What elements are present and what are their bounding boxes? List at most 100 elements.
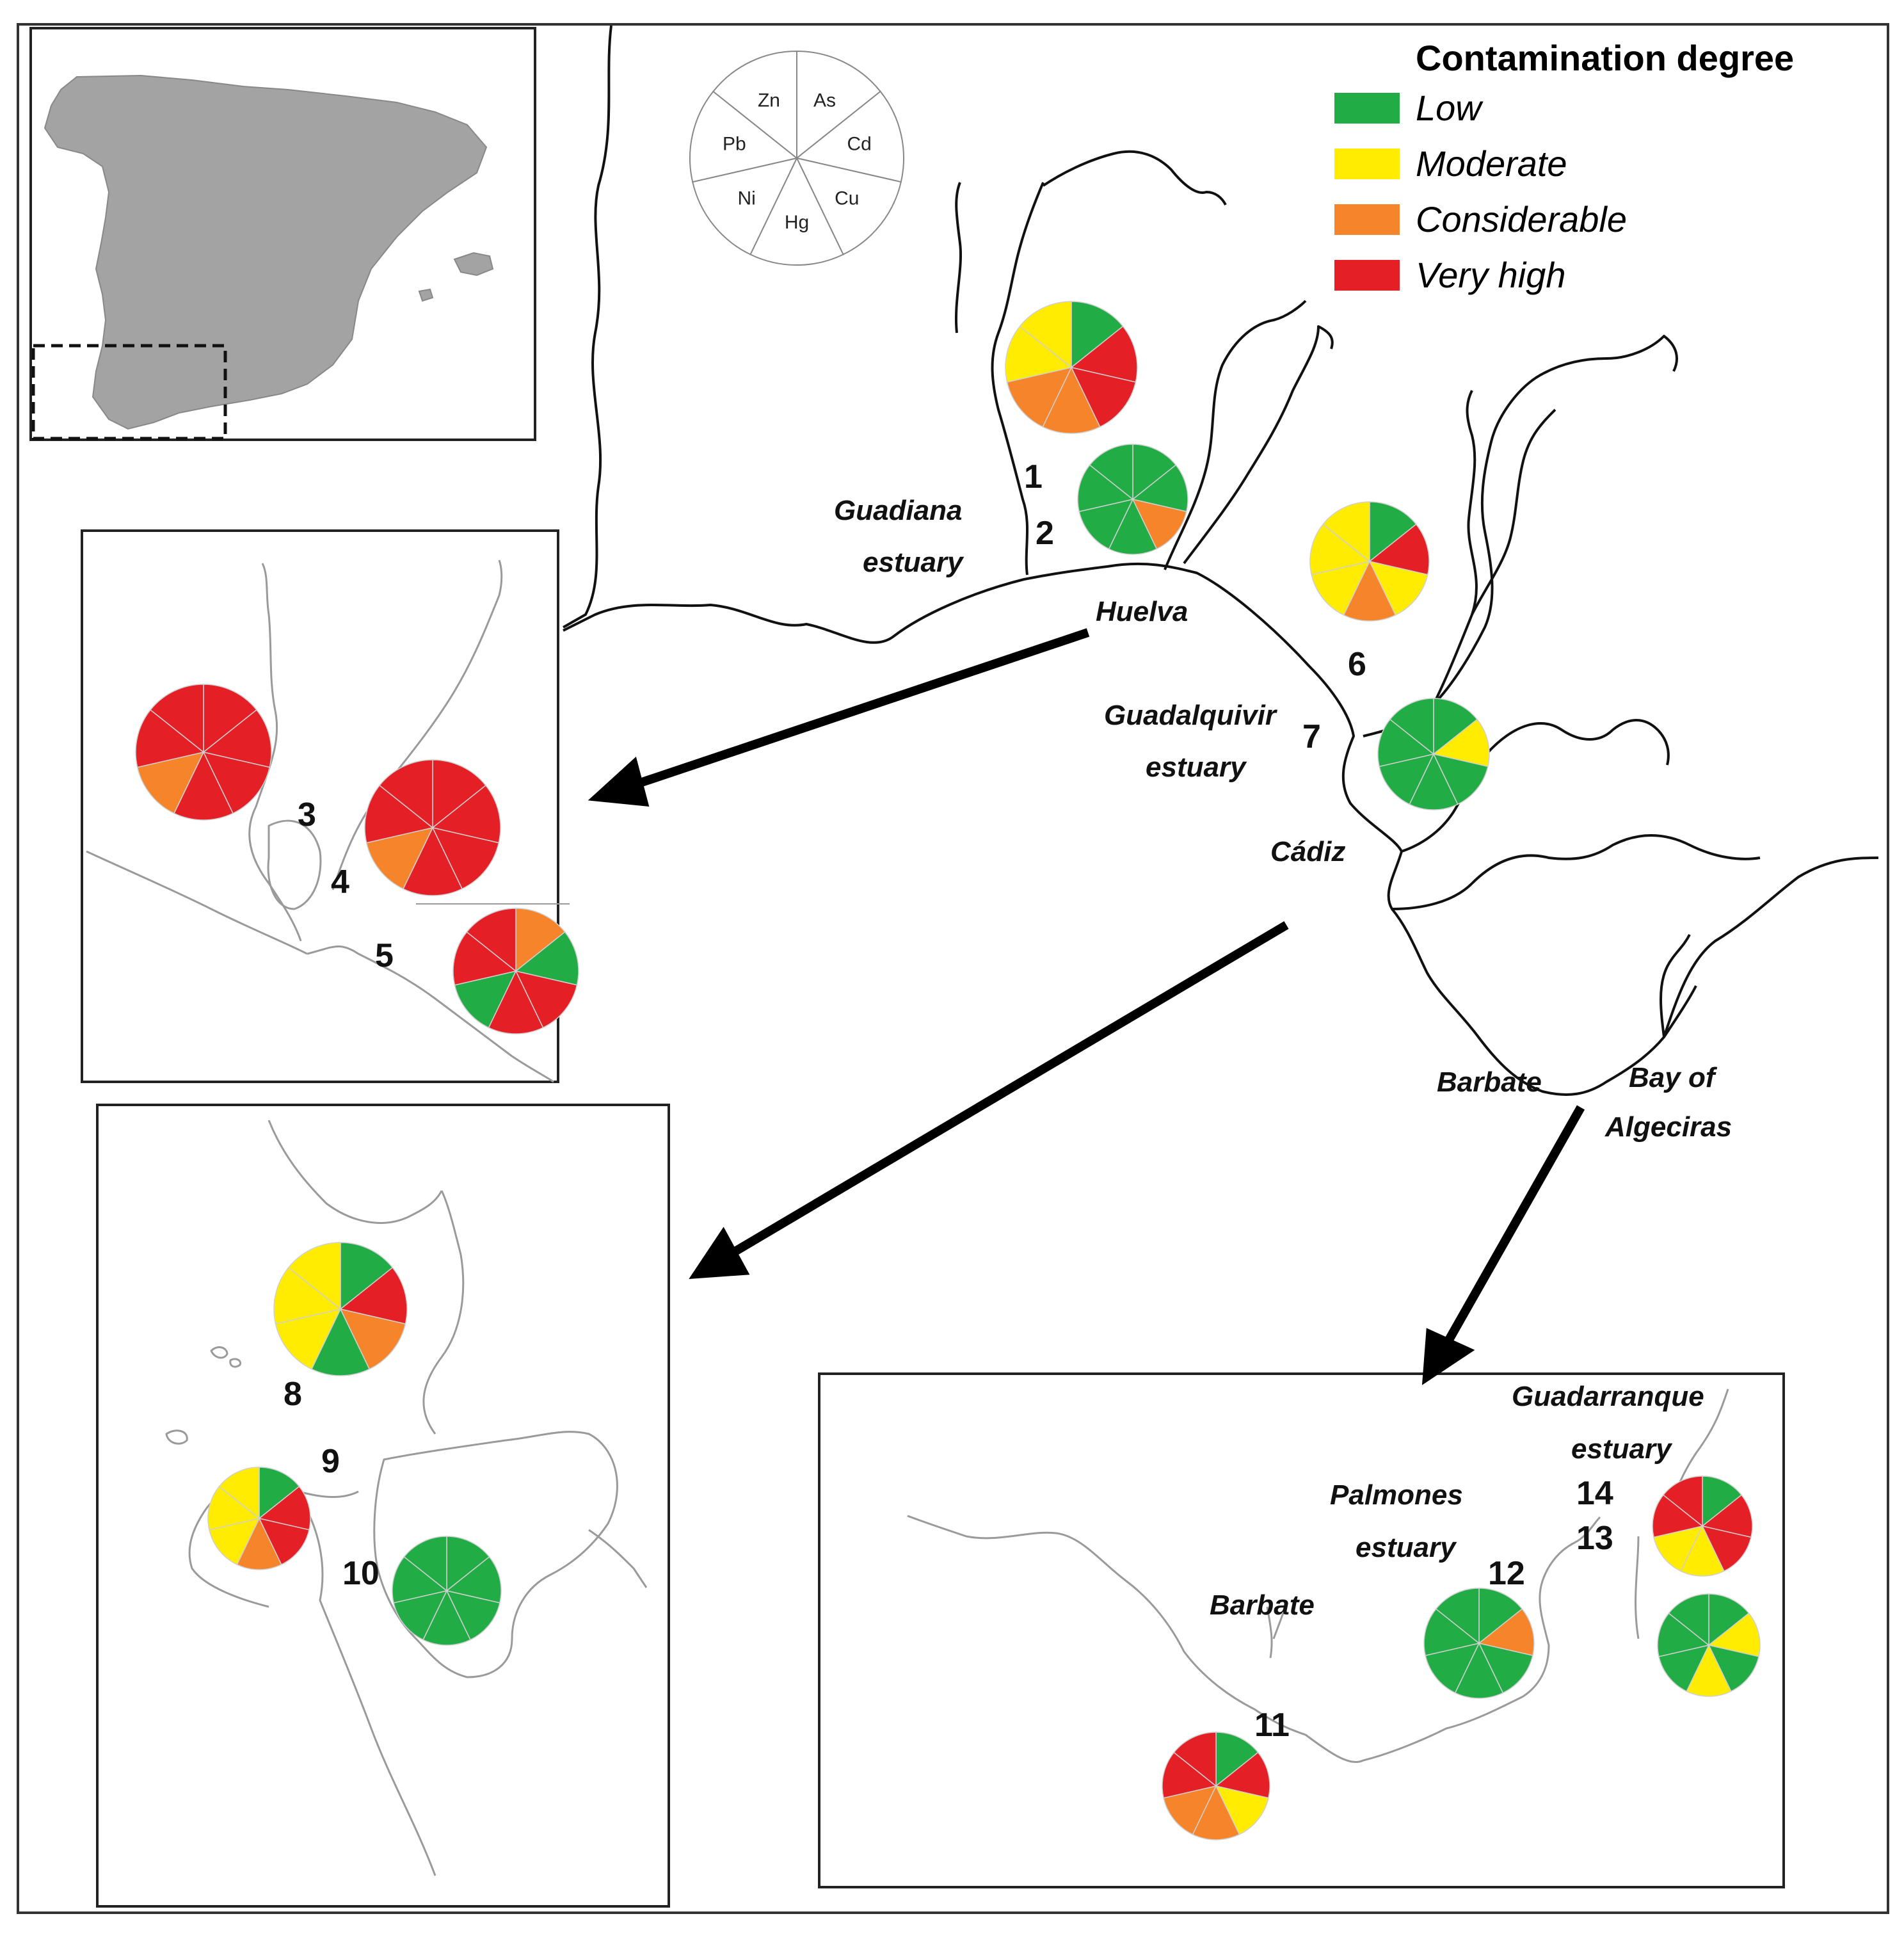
arrow-algeciras-head [1421, 1328, 1475, 1385]
pie-13-segment-pb [1657, 1613, 1710, 1657]
cadiz-river [1391, 834, 1761, 910]
label-palmones-2: estuary [1356, 1532, 1457, 1563]
pie-6-segment-cd [1368, 523, 1430, 575]
pie-13-segment-cd [1708, 1613, 1761, 1657]
pie-key-segment-pb [689, 90, 799, 183]
pie-13-segment-as [1708, 1593, 1750, 1646]
legend-title: Contamination degree [1416, 38, 1794, 78]
pie-6-segment-pb [1309, 523, 1371, 575]
pie-10-segment-as [446, 1536, 490, 1592]
pie-8-segment-cd [339, 1267, 408, 1324]
pie-12-segment-pb [1423, 1608, 1480, 1656]
pie-8-segment-ni [275, 1308, 342, 1370]
pie-7-segment-cu [1432, 753, 1489, 805]
place-labels: Guadiana estuary Huelva Guadalquivir est… [834, 495, 1732, 1621]
pie-4-segment-pb [364, 784, 434, 844]
huelva-inset-coast [86, 850, 554, 1083]
pie-11-segment-pb [1162, 1751, 1217, 1799]
huelva-inset-estuary-left [248, 563, 302, 942]
pie-9-segment-hg [236, 1517, 282, 1570]
pie-14-segment-pb [1652, 1494, 1704, 1538]
site-number-2: 2 [1036, 515, 1054, 552]
pie-5-segment-ni [454, 970, 517, 1029]
pie-13-segment-cu [1708, 1644, 1759, 1693]
site-pies [135, 301, 1761, 1840]
huelva-inset-island [267, 819, 322, 910]
site-pie-1 [1005, 301, 1138, 434]
pie-key-segment-as [796, 50, 882, 160]
pie-2-segment-as [1132, 444, 1177, 501]
pie-7-segment-ni [1379, 753, 1435, 805]
arrow-cadiz-head [689, 1227, 750, 1279]
pie-3-segment-zn [150, 684, 204, 753]
pie-11-segment-zn [1173, 1732, 1217, 1787]
label-guadalquivir-1: Guadalquivir [1104, 700, 1278, 731]
pie-5-segment-cd [515, 931, 579, 986]
pie-9-segment-cd [258, 1486, 311, 1531]
pie-key-segment-cd [795, 90, 904, 183]
site-number-14: 14 [1576, 1475, 1613, 1512]
river-4 [1164, 300, 1307, 570]
pie-key-segment-hg [749, 156, 844, 266]
pie-3-segment-cd [202, 709, 272, 768]
pie-11-segment-ni [1163, 1785, 1217, 1835]
pie-9-segment-zn [218, 1467, 260, 1520]
pie-12-segment-as [1478, 1588, 1523, 1645]
legend-swatch-low [1334, 93, 1400, 124]
site-pie-8 [273, 1242, 408, 1376]
algeciras-inset [818, 1372, 1785, 1888]
pie-key-label-zn: Zn [758, 90, 780, 111]
pie-14-segment-hg [1680, 1525, 1725, 1577]
pie-10-segment-hg [422, 1589, 471, 1646]
pie-11-segment-hg [1192, 1785, 1240, 1840]
cadiz-inset [96, 1104, 670, 1908]
spain-inset [29, 27, 536, 441]
label-algeciras-2: Algeciras [1604, 1111, 1732, 1143]
cadiz-inset-islets [165, 1346, 242, 1445]
site-number-4: 4 [331, 864, 349, 901]
arrow-huelva [628, 628, 1090, 791]
pie-2-segment-pb [1077, 464, 1134, 512]
cadiz-inset-coast [188, 1120, 465, 1876]
pie-7-segment-hg [1409, 753, 1459, 810]
pie-4-segment-as [432, 759, 486, 829]
pie-12-segment-hg [1454, 1642, 1504, 1699]
site-pie-5 [452, 908, 579, 1034]
label-guadiana-2: estuary [863, 547, 964, 578]
pie-6-segment-hg [1343, 560, 1396, 622]
label-guadalquivir-2: estuary [1146, 752, 1247, 783]
spain-shape [44, 74, 488, 430]
pie-key-segment-zn [712, 50, 797, 160]
pie-6-segment-zn [1322, 501, 1370, 563]
legend-label-low: Low [1416, 88, 1484, 128]
cadiz-inset-frame [96, 1104, 670, 1908]
algeciras-river [1660, 934, 1691, 1038]
site-pie-4 [364, 759, 501, 896]
pie-12-segment-cu [1478, 1642, 1533, 1694]
pie-key-label-hg: Hg [785, 212, 809, 233]
pie-8-segment-zn [287, 1242, 341, 1310]
pie-8-segment-as [340, 1242, 394, 1310]
pie-5-segment-cu [515, 970, 578, 1029]
arrow-cadiz [727, 921, 1289, 1259]
pie-9-segment-cu [258, 1517, 310, 1566]
pie-3-segment-as [203, 684, 257, 753]
pie-4-segment-cd [431, 784, 501, 844]
pie-13-segment-hg [1686, 1644, 1732, 1697]
arrows [588, 628, 1585, 1385]
pie-13-segment-zn [1668, 1593, 1709, 1646]
pie-key-label-ni: Ni [738, 188, 756, 209]
pie-4-segment-hg [402, 826, 463, 896]
algeciras-inset-coast [907, 1515, 1575, 1764]
pie-9-segment-as [259, 1467, 300, 1520]
river-5 [1183, 325, 1334, 565]
pie-3-segment-cu [202, 751, 271, 814]
pie-1-segment-zn [1019, 301, 1072, 369]
legend-label-considerable: Considerable [1416, 199, 1627, 239]
legend-items: Low Moderate Considerable Very high [1334, 88, 1627, 295]
algeciras-inset-frame [818, 1372, 1785, 1888]
site-pie-2 [1077, 444, 1188, 555]
legend-swatch-very-high [1334, 260, 1400, 291]
